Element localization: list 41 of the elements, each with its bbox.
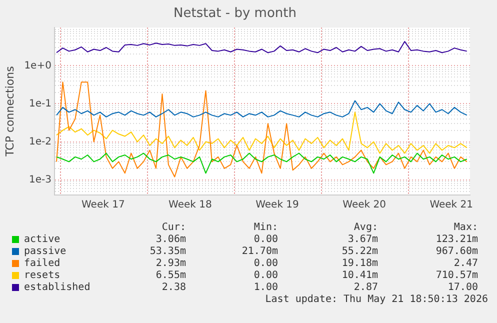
y-tick-label: 1e-3 (28, 174, 52, 186)
text: 53.35m (148, 246, 186, 258)
y-tick-label: 1e-2 (28, 136, 52, 148)
text: 17.00 (446, 282, 478, 294)
text: 3.06m (154, 234, 186, 246)
text: 2.93m (154, 258, 186, 270)
x-tick-label: Week 17 (82, 200, 125, 211)
x-tick-label: Week 21 (430, 200, 474, 211)
chart-title: Netstat - by month (174, 6, 296, 22)
text: 19.18m (340, 258, 378, 270)
text: 0.00 (252, 234, 278, 246)
text: Max: (452, 222, 478, 234)
text: 123.21m (434, 234, 478, 246)
legend-label: failed (24, 258, 62, 270)
legend-label: active (24, 234, 62, 246)
text: 10.41m (340, 270, 378, 282)
text: 2.38 (160, 282, 186, 294)
text: 55.22m (340, 246, 378, 258)
text: 6.55m (154, 270, 186, 282)
text: 2.87 (352, 282, 378, 294)
text: Avg: (352, 222, 378, 234)
text: Min: (252, 222, 278, 234)
legend-label: passive (24, 246, 68, 258)
y-tick-label: 1e-1 (28, 98, 52, 110)
text: 710.57m (434, 270, 478, 282)
text: 0.00 (252, 258, 278, 270)
legend-label: resets (24, 270, 62, 282)
y-axis-title: TCP connections (3, 66, 16, 158)
text: 3.67m (346, 234, 378, 246)
text: 967.60m (434, 246, 478, 258)
x-tick-label: Week 18 (168, 200, 212, 211)
x-tick-label: Week 19 (256, 200, 299, 211)
text: 0.00 (252, 270, 278, 282)
x-tick-label: Week 20 (342, 200, 386, 211)
text: Last update: Thu May 21 18:50:13 2026 (264, 294, 488, 306)
text: Cur: (160, 222, 186, 234)
text: 21.70m (240, 246, 278, 258)
text: 2.47 (452, 258, 478, 270)
y-tick-label: 1e+0 (24, 60, 52, 72)
legend-label: established (24, 282, 92, 294)
text: 1.00 (252, 282, 278, 294)
